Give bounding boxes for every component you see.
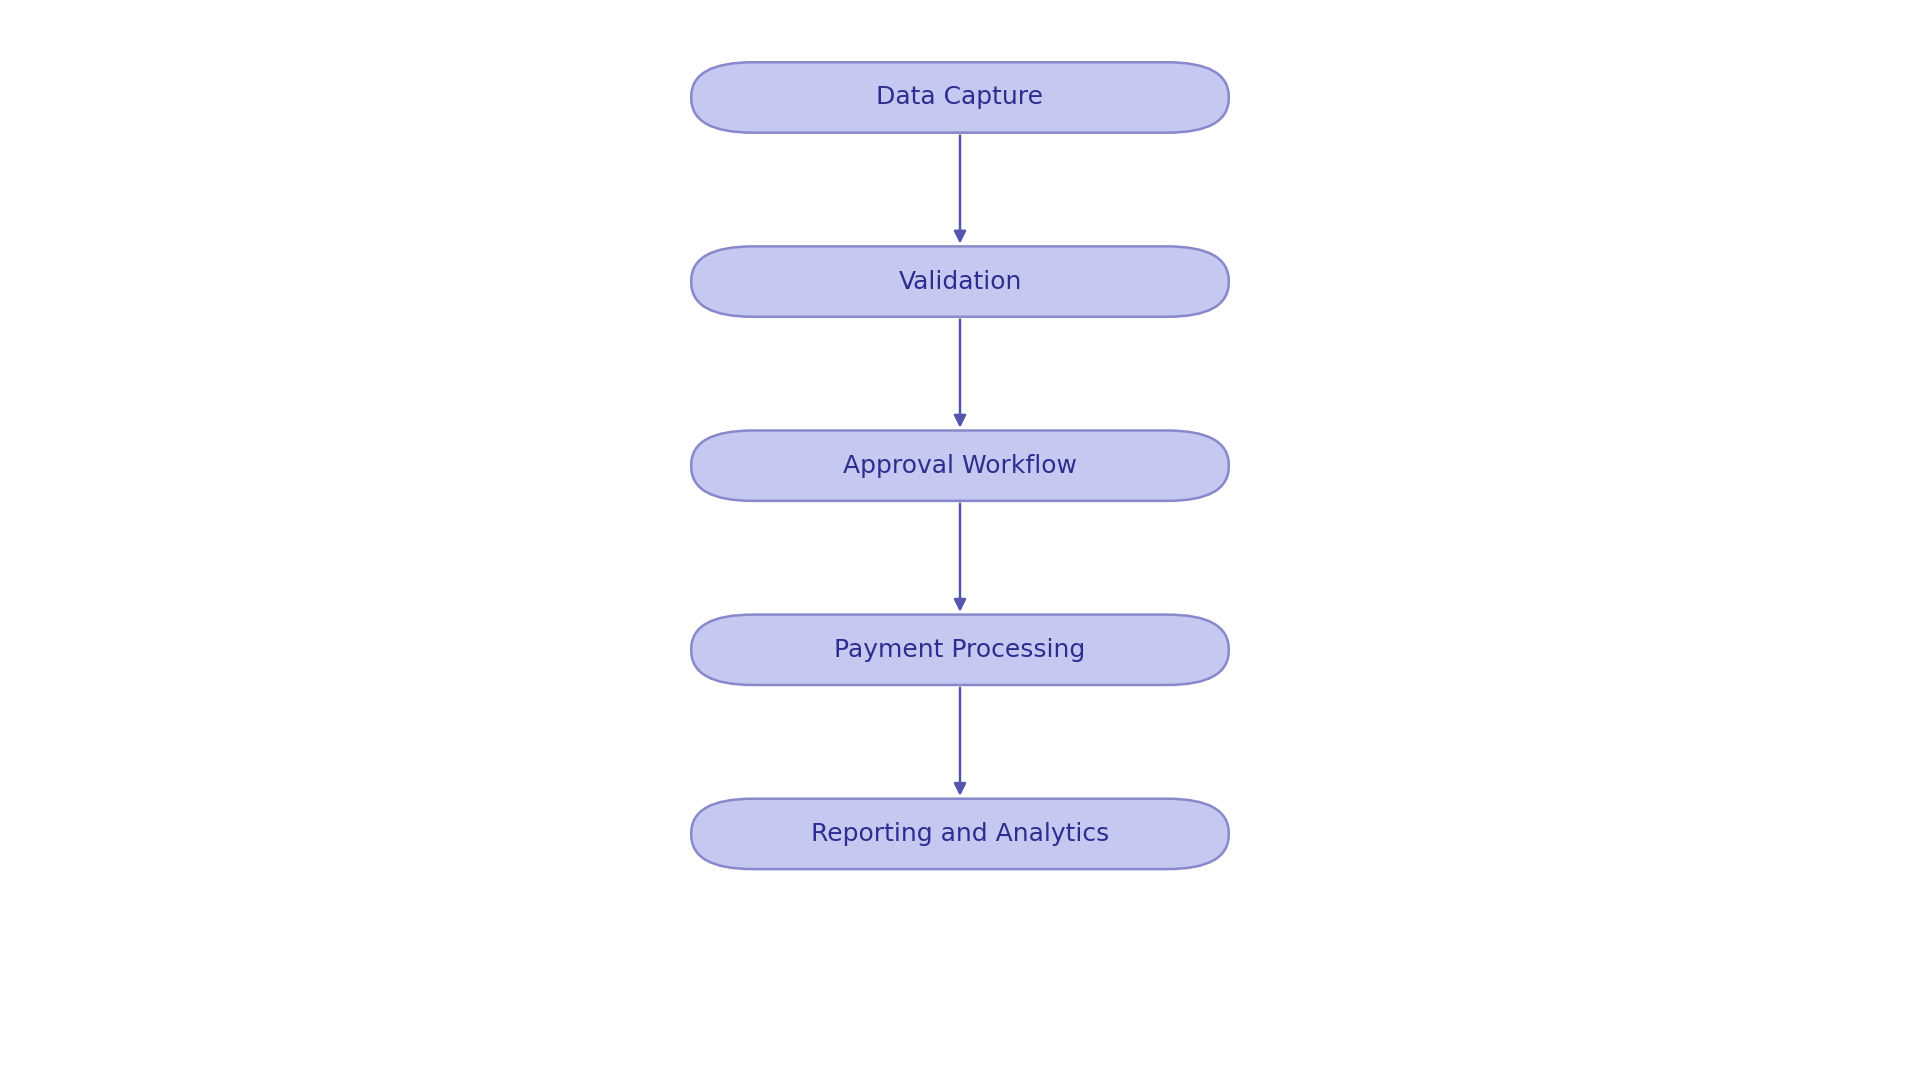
Text: Reporting and Analytics: Reporting and Analytics	[810, 822, 1110, 846]
FancyBboxPatch shape	[691, 246, 1229, 317]
FancyBboxPatch shape	[691, 430, 1229, 500]
Text: Validation: Validation	[899, 270, 1021, 293]
Text: Payment Processing: Payment Processing	[835, 638, 1085, 662]
FancyBboxPatch shape	[691, 799, 1229, 869]
FancyBboxPatch shape	[691, 614, 1229, 686]
FancyBboxPatch shape	[691, 62, 1229, 132]
Text: Data Capture: Data Capture	[877, 86, 1043, 109]
Text: Approval Workflow: Approval Workflow	[843, 454, 1077, 478]
